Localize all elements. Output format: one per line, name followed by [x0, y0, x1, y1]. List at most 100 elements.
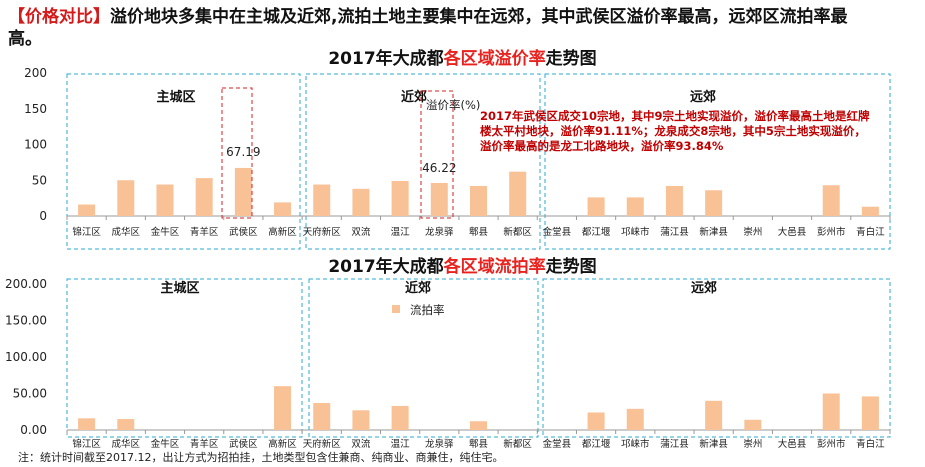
- chart1-region-frame-3: [544, 73, 891, 250]
- chart1-bar: [861, 206, 879, 216]
- chart2-category-label: 高新区: [268, 438, 297, 450]
- chart2-region-frame-2: [308, 278, 539, 438]
- chart1-bar: [665, 185, 683, 216]
- chart2-ytick-label: 200.00: [5, 277, 47, 291]
- chart2-legend-label: 流拍率: [410, 303, 445, 317]
- chart2-region-frame-1: [66, 278, 303, 438]
- chart2-region-frame-3: [542, 278, 891, 438]
- chart2-bar: [861, 396, 879, 430]
- chart2-category-label: 都江堰: [582, 439, 611, 450]
- chart2-group-label: 近郊: [405, 280, 431, 296]
- chart1-annotation-line: 楼太平村地块，溢价率91.11%；龙泉成交8宗地，其中5宗土地实现溢价，: [480, 124, 866, 138]
- chart1-category-label: 郫县: [469, 226, 488, 238]
- chart1-category-label: 大邑县: [778, 226, 807, 238]
- chart2-bar: [391, 405, 409, 430]
- chart2-bar: [822, 393, 840, 430]
- chart2-bar: [78, 418, 96, 430]
- chart1-bar: [313, 184, 331, 216]
- chart1-category-label: 成华区: [112, 226, 141, 238]
- chart2-category-label: 彭州市: [817, 438, 846, 450]
- chart1-category-label: 锦江区: [72, 226, 101, 238]
- chart2-category-label: 武侯区: [229, 438, 258, 450]
- chart2-category-label: 双流: [351, 438, 371, 450]
- chart2-category-label: 金牛区: [151, 438, 180, 450]
- chart1-annotation-line: 溢价率最高的是龙工北路地块，溢价率93.84%: [480, 139, 724, 153]
- chart1-category-label: 武侯区: [229, 226, 258, 238]
- chart2-category-label: 青白江: [856, 438, 885, 450]
- chart1-bar: [156, 184, 174, 216]
- chart1-region-frame-1: [66, 73, 301, 250]
- chart1-bar: [117, 180, 135, 216]
- chart1-bar: [470, 185, 487, 216]
- chart1-title-highlight: 各区域溢价率: [443, 49, 546, 69]
- chart1-bar: [626, 197, 644, 216]
- chart1-category-label: 双流: [351, 226, 371, 238]
- chart2-title-pre: 2017年大成都: [328, 257, 444, 277]
- chart1-title: 2017年大成都各区域溢价率走势图: [0, 44, 925, 69]
- chart1-bar: [705, 190, 723, 216]
- headline: 【价格对比】溢价地块多集中在主城及近郊,流拍土地主要集中在远郊，其中武侯区溢价率…: [8, 6, 878, 50]
- chart1-bar: [274, 202, 292, 216]
- chart1-bar: [195, 178, 213, 216]
- chart2-category-label: 崇州: [743, 439, 762, 450]
- chart2-bar: [587, 412, 605, 430]
- chart1-bar: [822, 185, 840, 216]
- chart2-category-label: 郫县: [469, 438, 488, 450]
- chart1-bar: [352, 188, 370, 216]
- chart2-category-label: 龙泉驿: [425, 438, 454, 450]
- chart1-data-label: 67.19: [226, 145, 260, 159]
- chart2-ytick-label: 100.00: [5, 350, 47, 364]
- chart2-bar: [705, 400, 723, 430]
- chart2-ytick-label: 50.00: [13, 387, 47, 401]
- chart1-category-label: 新都区: [503, 226, 532, 238]
- chart1-category-label: 龙泉驿: [425, 226, 454, 238]
- chart2-category-label: 青羊区: [190, 438, 219, 450]
- chart1-category-label: 金堂县: [543, 226, 572, 238]
- chart1-title-post: 走势图: [545, 49, 597, 69]
- chart1-category-label: 邛崃市: [621, 226, 650, 238]
- headline-text: 溢价地块多集中在主城及近郊,流拍土地主要集中在远郊，其中武侯区溢价率最高，远郊区…: [8, 7, 848, 49]
- chart1-category-label: 青白江: [856, 226, 885, 238]
- chart2-ytick-label: 150.00: [5, 314, 47, 328]
- chart1-bar: [430, 182, 448, 216]
- chart1-category-label: 天府新区: [303, 226, 342, 238]
- chart2-bar: [626, 408, 644, 430]
- chart2-bar: [470, 421, 487, 430]
- chart1-category-label: 都江堰: [582, 227, 611, 238]
- chart1-category-label: 蒲江县: [660, 226, 689, 238]
- chart1-annotation-line: 2017年武侯区成交10宗地，其中9宗土地实现溢价，溢价率最高土地是红牌: [480, 109, 870, 123]
- chart2-bar: [274, 386, 292, 430]
- chart1-category-label: 青羊区: [190, 226, 219, 238]
- chart2-category-label: 邛崃市: [621, 438, 650, 450]
- chart2-group-label: 主城区: [160, 280, 199, 296]
- chart1-ytick-label: 200: [24, 66, 47, 80]
- chart2-bar: [352, 410, 370, 430]
- chart2-title-highlight: 各区域流拍率: [443, 257, 546, 277]
- chart1-ytick-label: 0: [39, 209, 47, 223]
- chart2-bar: [744, 419, 762, 430]
- chart2-category-label: 新都区: [503, 438, 532, 450]
- chart1-data-label: 46.22: [422, 161, 456, 175]
- chart1-bar: [78, 204, 96, 216]
- chart2-title: 2017年大成都各区域流拍率走势图: [0, 252, 925, 277]
- headline-tag: 【价格对比】: [8, 7, 110, 27]
- chart1-ytick-label: 100: [24, 138, 47, 152]
- chart1-group-label: 主城区: [156, 89, 195, 105]
- chart1-category-label: 崇州: [743, 227, 762, 238]
- chart2-category-label: 新津县: [699, 438, 728, 450]
- chart2-category-label: 锦江区: [72, 438, 101, 450]
- chart2-bar: [117, 419, 135, 430]
- chart2-category-label: 成华区: [112, 438, 141, 450]
- chart1-category-label: 彭州市: [817, 226, 846, 238]
- chart1-category-label: 金牛区: [151, 226, 180, 238]
- chart2-category-label: 金堂县: [543, 438, 572, 450]
- chart2-bar: [313, 402, 331, 430]
- chart1-ytick-label: 50: [32, 173, 47, 187]
- chart2-legend-swatch: [392, 305, 400, 313]
- chart1-region-frame-2: [305, 73, 541, 250]
- chart2-category-label: 温江: [391, 439, 411, 450]
- chart2-category-label: 蒲江县: [660, 438, 689, 450]
- chart2-category-label: 大邑县: [778, 438, 807, 450]
- chart1-bar: [391, 180, 409, 216]
